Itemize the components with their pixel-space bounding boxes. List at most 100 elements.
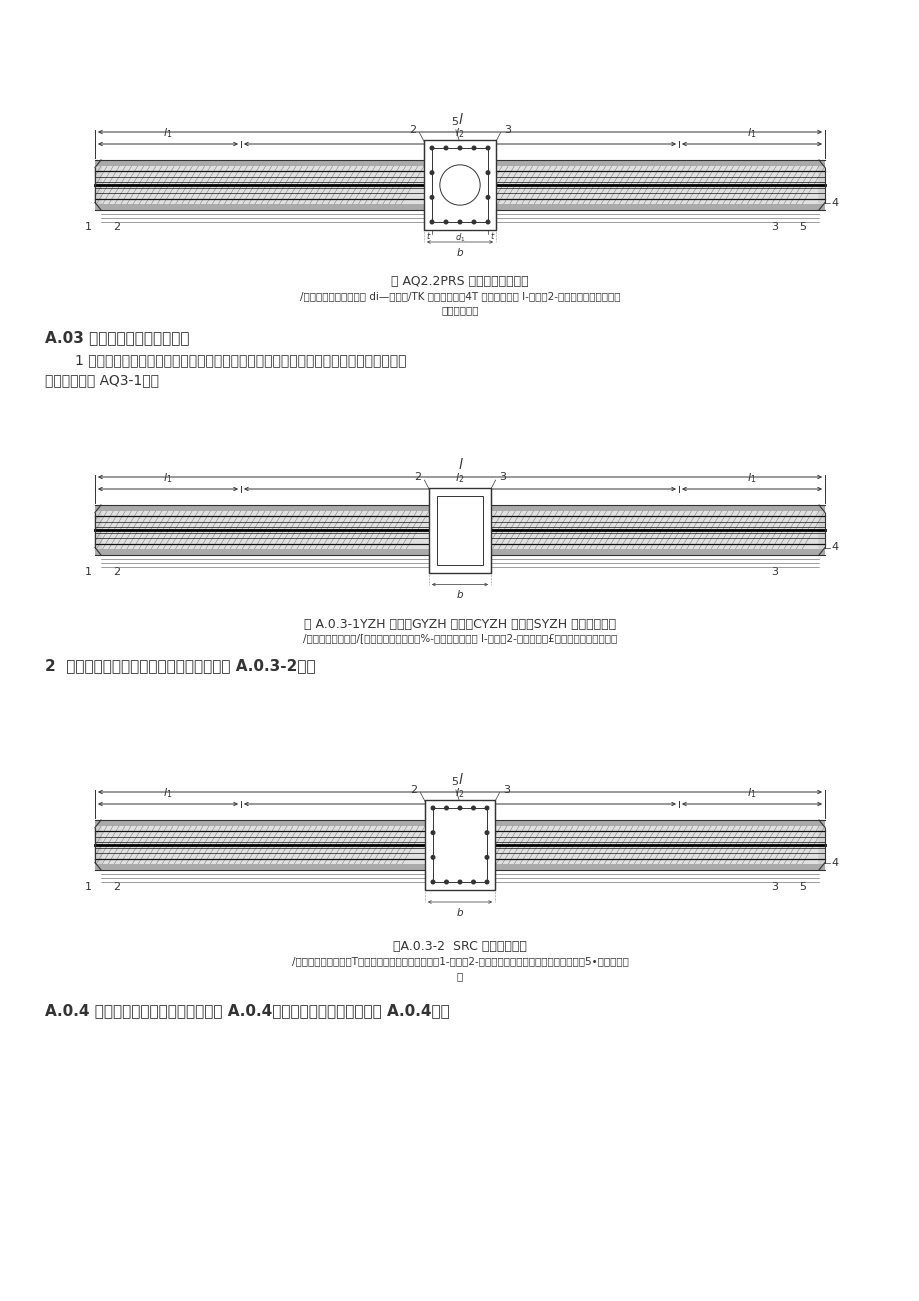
Circle shape (485, 220, 489, 224)
Circle shape (471, 146, 475, 150)
Circle shape (458, 146, 461, 150)
Bar (424, 141, 495, 230)
Text: 2: 2 (113, 222, 120, 232)
Text: A.03 预应力实心方桦结构形式: A.03 预应力实心方桦结构形式 (45, 330, 189, 345)
Polygon shape (818, 160, 824, 209)
Text: 4: 4 (830, 198, 837, 207)
Text: 图 A.0.3-1YZH 方桦、GYZH 方桦、CYZH 方桦、SYZH 方桦结构形式: 图 A.0.3-1YZH 方桦、GYZH 方桦、CYZH 方桦、SYZH 方桦结… (303, 618, 616, 631)
Circle shape (485, 170, 489, 174)
Bar (491, 505, 824, 556)
Text: $l_1$: $l_1$ (164, 126, 173, 141)
Circle shape (471, 220, 475, 224)
Bar (95, 160, 424, 167)
Text: 2: 2 (113, 882, 120, 892)
Text: /一梆长；～边长；，T瞬加密区长度；加密区长度：1-端板；2-肆碳箍筋；工预应力主筋；仰桦套箍；5•非预应力主: /一梆长；～边长；，T瞬加密区长度；加密区长度：1-端板；2-肆碳箍筋；工预应力… (291, 956, 628, 967)
Polygon shape (818, 505, 824, 556)
Circle shape (431, 807, 435, 809)
Text: 1: 1 (85, 567, 92, 578)
Text: 筋；主桦套箍: 筋；主桦套箍 (441, 304, 478, 315)
Circle shape (431, 856, 435, 859)
Circle shape (458, 881, 461, 883)
Circle shape (471, 807, 475, 809)
Bar (491, 505, 824, 511)
Bar (95, 160, 424, 209)
Bar (495, 204, 824, 209)
Text: $l_1$: $l_1$ (746, 786, 755, 800)
Text: 图A.0.3-2  SRC 方桦结构形式: 图A.0.3-2 SRC 方桦结构形式 (392, 941, 527, 954)
Bar (95, 505, 428, 511)
Text: 5: 5 (451, 117, 458, 127)
Bar (424, 141, 495, 230)
Bar (425, 800, 494, 890)
Circle shape (444, 807, 448, 809)
Bar (433, 808, 486, 882)
Text: /一梆长；～边长；/[一梆端加密区长度；%-非加密区长度； I-端板；2-肆旋箍筋；£预应力主筋；主桦套箍: /一梆长；～边长；/[一梆端加密区长度；%-非加密区长度； I-端板；2-肆旋箍… (302, 634, 617, 643)
Bar (95, 820, 425, 870)
Text: 图 AQ2.2PRS 空心方桦结构形式: 图 AQ2.2PRS 空心方桦结构形式 (391, 275, 528, 288)
Text: 2  混合配筋混凝土实心方桦的结构形式（图 A.0.3-2）。: 2 混合配筋混凝土实心方桦的结构形式（图 A.0.3-2）。 (45, 658, 315, 673)
Bar (428, 488, 491, 572)
Text: 3: 3 (771, 882, 777, 892)
Text: $l_2$: $l_2$ (455, 471, 464, 485)
Circle shape (430, 170, 434, 174)
Circle shape (471, 881, 475, 883)
Circle shape (458, 220, 461, 224)
Bar (432, 148, 487, 222)
Text: b: b (456, 248, 463, 258)
Text: $l_1$: $l_1$ (164, 471, 173, 485)
Text: 1 超高强混凝土实心方桦、超高强混凝土实心方桦、混凝土实心方桦、锢绩线实心方桦的: 1 超高强混凝土实心方桦、超高强混凝土实心方桦、混凝土实心方桦、锢绩线实心方桦的 (75, 353, 406, 367)
Text: 5: 5 (451, 777, 458, 787)
Text: b: b (456, 908, 463, 919)
Text: t: t (490, 232, 494, 241)
Circle shape (484, 856, 488, 859)
Circle shape (431, 831, 435, 834)
Text: 结构形式（图 AQ3-1）。: 结构形式（图 AQ3-1）。 (45, 373, 159, 386)
Text: 3: 3 (503, 785, 509, 795)
Circle shape (430, 220, 434, 224)
Polygon shape (95, 505, 101, 556)
Circle shape (485, 146, 489, 150)
Bar (95, 820, 425, 826)
Text: A.0.4 受压空心桦与承台连接构造（图 A.0.4）及填芯混凝土内配筋（表 A.0.4）。: A.0.4 受压空心桦与承台连接构造（图 A.0.4）及填芯混凝土内配筋（表 A… (45, 1003, 449, 1017)
Circle shape (458, 807, 461, 809)
Circle shape (430, 195, 434, 199)
Text: 3: 3 (771, 567, 777, 578)
Bar (494, 820, 824, 826)
Text: 3: 3 (504, 125, 510, 135)
Text: 4: 4 (830, 857, 837, 868)
Text: $l_2$: $l_2$ (455, 786, 464, 800)
Text: b: b (456, 591, 463, 601)
Text: $l_2$: $l_2$ (455, 126, 464, 141)
Text: $l_1$: $l_1$ (746, 471, 755, 485)
Text: 3: 3 (771, 222, 777, 232)
Bar (491, 549, 824, 556)
Text: $l_1$: $l_1$ (164, 786, 173, 800)
Circle shape (484, 881, 488, 883)
Bar (95, 864, 425, 870)
Circle shape (444, 220, 448, 224)
Text: 筋: 筋 (457, 971, 462, 981)
Circle shape (484, 831, 488, 834)
Text: $l_1$: $l_1$ (746, 126, 755, 141)
Circle shape (484, 807, 488, 809)
Bar (95, 204, 424, 209)
Text: l: l (458, 458, 461, 472)
Text: 5: 5 (799, 222, 806, 232)
Bar (494, 864, 824, 870)
Bar (95, 505, 428, 556)
Bar (494, 820, 824, 870)
Polygon shape (818, 820, 824, 870)
Text: 2: 2 (414, 472, 421, 483)
Circle shape (431, 881, 435, 883)
Text: 5: 5 (799, 882, 806, 892)
Bar (437, 496, 482, 565)
Bar (95, 549, 428, 556)
Polygon shape (95, 820, 101, 870)
Text: /一梆长；小壁厚；长； di—内径；/TK 加密区长度；4T 助喻区长度； I-端板；2-肆旋箍筋；工预应力主: /一梆长；小壁厚；长； di—内径；/TK 加密区长度；4T 助喻区长度； I-… (300, 291, 619, 301)
Circle shape (430, 146, 434, 150)
Bar (495, 160, 824, 167)
Text: 3: 3 (498, 472, 505, 483)
Polygon shape (95, 160, 101, 209)
Circle shape (444, 146, 448, 150)
Text: 2: 2 (113, 567, 120, 578)
